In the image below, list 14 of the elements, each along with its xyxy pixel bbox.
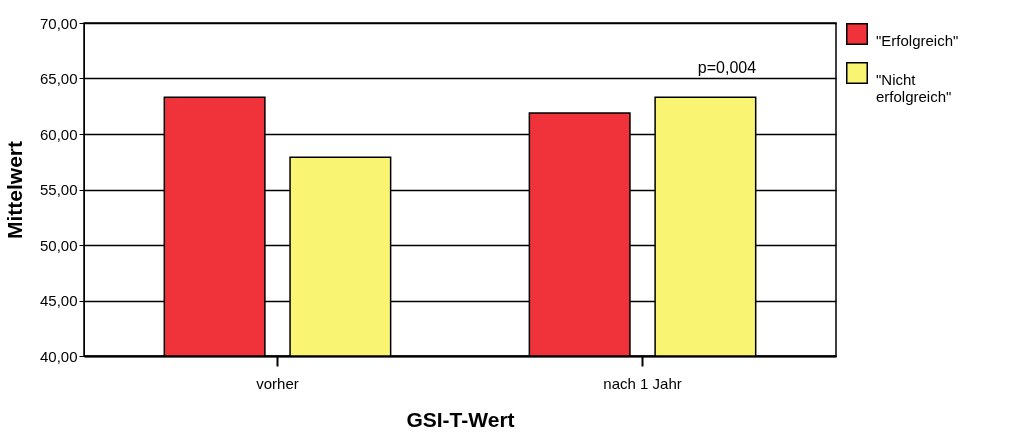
annotation: p=0,004 (697, 59, 757, 77)
legend-label: "Erfolgreich" (876, 32, 959, 49)
y-tick-label: 55,00 (39, 181, 78, 198)
x-axis-title: GSI-T-Wert (406, 407, 515, 431)
y-tick-label: 65,00 (39, 70, 78, 87)
y-tick-label: 60,00 (39, 125, 78, 143)
x-tick-label: vorher (256, 374, 299, 392)
y-tick-label: 40,00 (39, 347, 78, 365)
legend-label: "Nicht erfolgreich" (876, 71, 952, 105)
y-tick-label: 50,00 (39, 236, 78, 254)
y-tick-label: 70,00 (39, 14, 78, 32)
y-axis-title: Mittelwert (2, 140, 26, 240)
x-tick-label: nach 1 Jahr (603, 374, 682, 392)
y-tick-label: 45,00 (39, 292, 78, 309)
